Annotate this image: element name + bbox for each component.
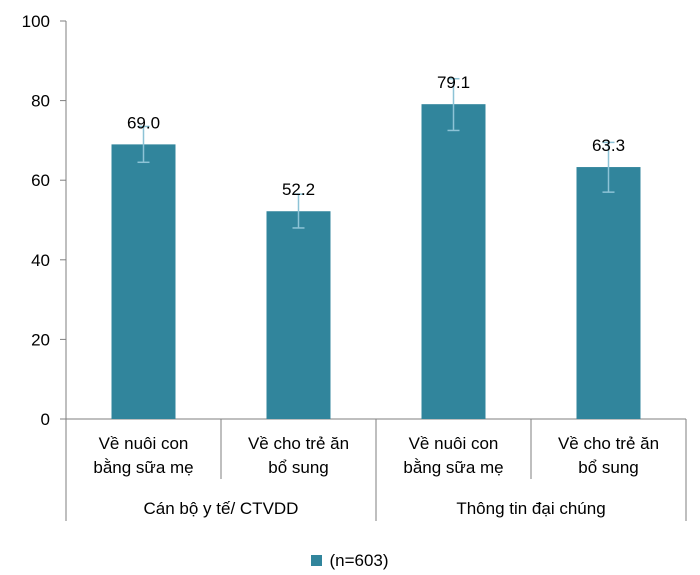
y-tick-label: 100 — [22, 12, 50, 31]
bar — [266, 211, 331, 419]
x-tick-label: Về cho trẻ ăn — [558, 434, 659, 453]
x-tick-label: Về cho trẻ ăn — [248, 434, 349, 453]
chart-labels: 0 20 40 60 80 100 69.0 Về nuôi con bằng sữa mẹ 52… — [22, 12, 659, 518]
bar — [111, 144, 176, 419]
x-tick-label: bằng sữa mẹ — [93, 458, 193, 477]
x-tick-label: bằng sữa mẹ — [403, 458, 503, 477]
legend-label: (n=603) — [329, 551, 389, 570]
x-tick-label: Về nuôi con — [409, 434, 499, 453]
bar-chart: 0 20 40 60 80 100 69.0 Về nuôi con bằng sữa mẹ 52… — [22, 12, 687, 521]
bar — [421, 104, 486, 419]
data-label: 52.2 — [282, 180, 315, 199]
group-label: Cán bộ y tế/ CTVDD — [144, 499, 299, 518]
data-label: 79.1 — [437, 73, 470, 92]
y-tick-label: 40 — [31, 251, 50, 270]
data-label: 69.0 — [127, 113, 160, 132]
group-label: Thông tin đại chúng — [456, 499, 605, 518]
x-tick-label: bổ sung — [268, 458, 329, 477]
x-tick-label: Về nuôi con — [99, 434, 189, 453]
data-label: 63.3 — [592, 136, 625, 155]
y-tick-label: 60 — [31, 171, 50, 190]
chart-bars — [111, 77, 641, 419]
x-tick-label: bổ sung — [578, 458, 639, 477]
y-tick-label: 80 — [31, 92, 50, 111]
y-tick-label: 20 — [31, 330, 50, 349]
y-tick-label: 0 — [41, 410, 50, 429]
bar — [576, 167, 641, 419]
chart-legend: (n=603) — [0, 551, 700, 571]
legend-swatch — [311, 555, 323, 566]
